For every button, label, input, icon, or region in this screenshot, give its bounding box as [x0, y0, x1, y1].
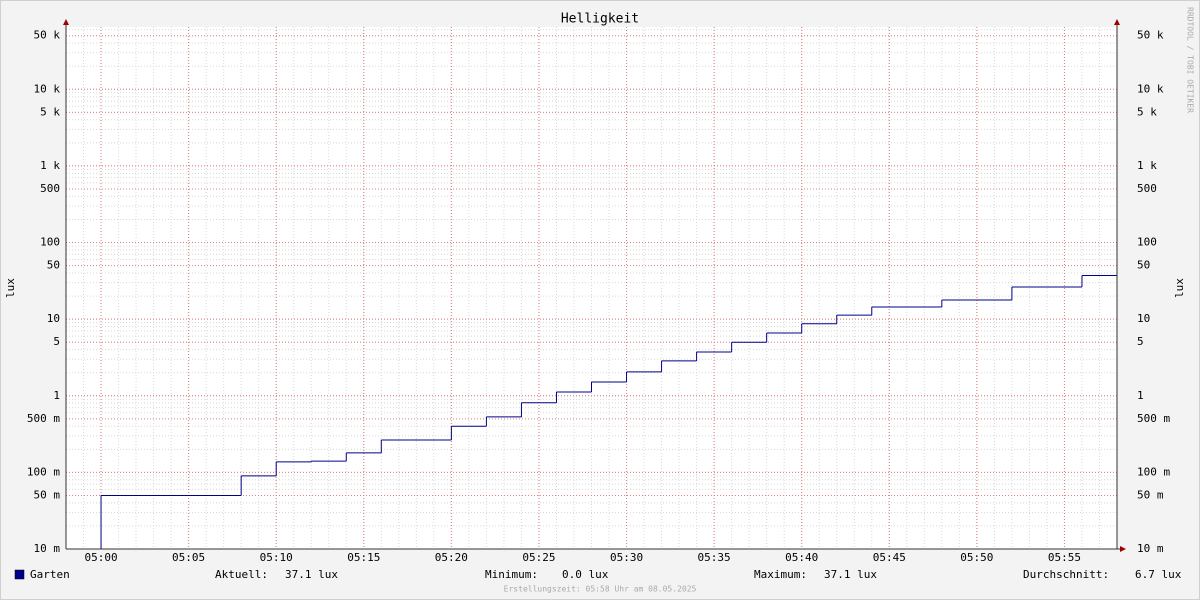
y2-tick-label: 50 — [1137, 259, 1150, 272]
stat-value: 0.0 lux — [562, 568, 609, 581]
y-tick-label: 50 m — [34, 488, 61, 501]
y2-tick-label: 50 k — [1137, 29, 1164, 42]
x-tick-label: 05:30 — [610, 551, 643, 564]
x-tick-label: 05:15 — [347, 551, 380, 564]
stat-label: Minimum: — [485, 568, 538, 581]
x-tick-label: 05:40 — [785, 551, 818, 564]
y2-tick-label: 1 — [1137, 389, 1144, 402]
x-tick-label: 05:00 — [84, 551, 117, 564]
y-tick-label: 5 — [53, 335, 60, 348]
y-tick-label: 500 m — [27, 412, 60, 425]
watermark: RRDTOOL / TOBI OETIKER — [1186, 7, 1195, 113]
chart-title: Helligkeit — [561, 12, 639, 27]
y-tick-label: 50 — [47, 259, 60, 272]
y2-tick-label: 1 k — [1137, 159, 1157, 172]
y-tick-label: 500 — [40, 182, 60, 195]
y2-tick-label: 50 m — [1137, 488, 1164, 501]
footer: Erstellungszeit: 05:58 Uhr am 08.05.2025 — [504, 585, 697, 594]
stat-label: Maximum: — [754, 568, 807, 581]
x-tick-label: 05:25 — [522, 551, 555, 564]
y2-tick-label: 500 — [1137, 182, 1157, 195]
y-tick-label: 5 k — [40, 105, 60, 118]
y2-tick-label: 10 m — [1137, 542, 1164, 555]
y-tick-label: 10 k — [34, 82, 61, 95]
y-tick-label: 100 m — [27, 465, 60, 478]
stat-value: 37.1 lux — [285, 568, 338, 581]
y2-tick-label: 10 k — [1137, 82, 1164, 95]
y2-axis-label: lux — [1173, 278, 1186, 298]
x-tick-label: 05:10 — [260, 551, 293, 564]
legend-swatch — [14, 569, 25, 580]
y2-tick-label: 10 — [1137, 312, 1150, 325]
y-axis-label: lux — [4, 278, 17, 298]
y-axis-arrow — [63, 19, 69, 25]
y2-tick-label: 5 k — [1137, 105, 1157, 118]
y2-tick-label: 500 m — [1137, 412, 1170, 425]
x-tick-label: 05:35 — [698, 551, 731, 564]
x-axis-arrow — [1120, 546, 1126, 552]
y-tick-label: 10 — [47, 312, 60, 325]
y-tick-label: 50 k — [34, 29, 61, 42]
stat-value: 37.1 lux — [824, 568, 877, 581]
y2-tick-label: 100 m — [1137, 465, 1170, 478]
y-tick-label: 100 — [40, 236, 60, 249]
stat-label: Durchschnitt: — [1023, 568, 1109, 581]
y-tick-label: 1 k — [40, 159, 60, 172]
y-tick-label: 10 m — [34, 542, 61, 555]
y2-axis-arrow — [1114, 19, 1120, 25]
x-tick-label: 05:05 — [172, 551, 205, 564]
y2-tick-label: 5 — [1137, 335, 1144, 348]
x-tick-label: 05:55 — [1048, 551, 1081, 564]
x-tick-label: 05:50 — [960, 551, 993, 564]
y2-tick-label: 100 — [1137, 236, 1157, 249]
legend-label: Garten — [30, 568, 70, 581]
x-tick-label: 05:20 — [435, 551, 468, 564]
x-tick-label: 05:45 — [873, 551, 906, 564]
stat-value: 6.7 lux — [1135, 568, 1182, 581]
y-tick-label: 1 — [53, 389, 60, 402]
stat-label: Aktuell: — [215, 568, 268, 581]
